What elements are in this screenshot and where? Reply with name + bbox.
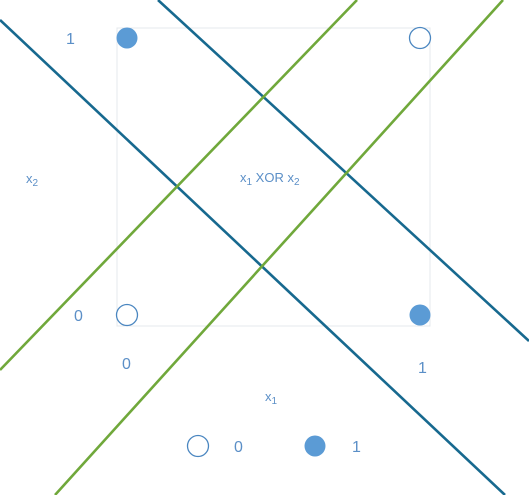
point-0-1-filled bbox=[116, 27, 138, 49]
point-1-0-filled bbox=[409, 304, 431, 326]
y-one-label: 1 bbox=[66, 31, 75, 48]
legend-hollow-marker bbox=[186, 434, 210, 458]
x-zero-label: 0 bbox=[122, 356, 131, 373]
blue-line-upper bbox=[157, 0, 529, 342]
x2-axis-label: x2 bbox=[26, 171, 39, 189]
green-line-left bbox=[0, 0, 358, 371]
unit-square bbox=[116, 27, 431, 327]
green-line-right bbox=[54, 0, 504, 495]
x1-axis-label: x1 bbox=[265, 389, 278, 407]
point-0-0-hollow bbox=[115, 303, 139, 327]
xor-formula-label: x1 XOR x2 bbox=[240, 170, 300, 188]
point-1-1-hollow bbox=[408, 26, 432, 50]
legend-label-1: 1 bbox=[352, 439, 361, 456]
legend-filled-marker bbox=[304, 435, 326, 457]
legend-label-0: 0 bbox=[234, 439, 243, 456]
blue-line-lower bbox=[0, 19, 506, 495]
y-zero-label: 0 bbox=[74, 308, 83, 325]
x-one-label: 1 bbox=[418, 360, 427, 377]
